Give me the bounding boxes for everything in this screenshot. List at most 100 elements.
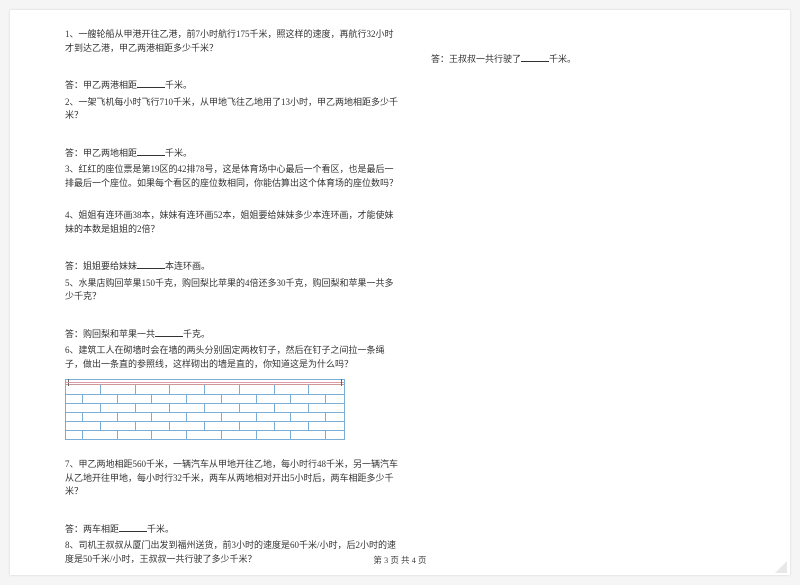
brick — [66, 431, 83, 439]
blank-field[interactable] — [137, 259, 165, 269]
a2-label: 答：甲乙两地相距 — [65, 148, 137, 158]
q2-num: 2、 — [65, 97, 79, 107]
brick-row — [66, 421, 344, 430]
question-6: 6、建筑工人在砌墙时会在墙的两头分别固定两枚钉子，然后在钉子之间拉一条绳子，做出… — [65, 344, 401, 371]
brick — [66, 404, 101, 412]
question-2: 2、一架飞机每小时飞行710千米，从甲地飞往乙地用了13小时，甲乙两地相距多少千… — [65, 96, 401, 123]
blank-field[interactable] — [155, 327, 183, 337]
brick — [222, 431, 257, 439]
brick — [326, 413, 344, 421]
brick — [257, 413, 292, 421]
blank-field[interactable] — [137, 78, 165, 88]
question-1: 1、一艘轮船从甲港开往乙港，前7小时航行175千米，照这样的速度，再航行32小时… — [65, 28, 401, 55]
wall-top-string — [66, 380, 344, 385]
brick — [152, 395, 187, 403]
answer-1: 答：甲乙两港相距 千米。 — [65, 78, 401, 93]
brick-wall-diagram — [65, 379, 401, 440]
brick — [83, 413, 118, 421]
right-column: 答：王叔叔一共行驶了 千米。 — [431, 28, 735, 523]
a8-unit: 千米。 — [549, 54, 576, 64]
answer-8: 答：王叔叔一共行驶了 千米。 — [431, 52, 735, 67]
q1-num: 1、 — [65, 29, 79, 39]
a1-label: 答：甲乙两港相距 — [65, 80, 137, 90]
q4-num: 4、 — [65, 210, 79, 220]
answer-2: 答：甲乙两地相距 千米。 — [65, 146, 401, 161]
brick — [136, 385, 171, 394]
q2-text: 一架飞机每小时飞行710千米，从甲地飞往乙地用了13小时，甲乙两地相距多少千米？ — [65, 97, 398, 121]
brick — [187, 431, 222, 439]
brick — [240, 422, 275, 430]
brick-row — [66, 430, 344, 439]
question-4: 4、姐姐有连环画38本，妹妹有连环画52本，姐姐要给妹妹多少本连环画，才能使妹妹… — [65, 209, 401, 236]
brick — [136, 404, 171, 412]
blank-field[interactable] — [119, 522, 147, 532]
question-5: 5、水果店购回苹果150千克，购回梨比苹果的4倍还多30千克，购回梨和苹果一共多… — [65, 277, 401, 304]
brick — [205, 404, 240, 412]
brick — [118, 431, 153, 439]
brick — [205, 422, 240, 430]
brick — [136, 422, 171, 430]
q3-text: 红红的座位票是第19区的42排78号，这是体育场中心最后一个看区，也是最后一排最… — [65, 164, 398, 188]
nail-right — [341, 379, 342, 386]
brick-row — [66, 385, 344, 394]
q3-num: 3、 — [65, 164, 79, 174]
string-line — [66, 382, 344, 383]
brick — [66, 385, 101, 394]
q7-num: 7、 — [65, 459, 79, 469]
brick — [170, 422, 205, 430]
blank-field[interactable] — [521, 52, 549, 62]
brick — [118, 413, 153, 421]
brick — [101, 404, 136, 412]
brick — [309, 385, 344, 394]
brick-row — [66, 403, 344, 412]
brick — [170, 404, 205, 412]
brick — [152, 413, 187, 421]
brick-row — [66, 394, 344, 403]
brick — [291, 413, 326, 421]
brick — [257, 431, 292, 439]
a2-unit: 千米。 — [165, 148, 192, 158]
brick — [118, 395, 153, 403]
q7-text: 甲乙两地相距560千米，一辆汽车从甲地开往乙地，每小时行48千米，另一辆汽车从乙… — [65, 459, 398, 496]
a8-label: 答：王叔叔一共行驶了 — [431, 54, 521, 64]
answer-7: 答：两车相距千米。 — [65, 522, 401, 537]
brick — [66, 413, 83, 421]
brick — [291, 431, 326, 439]
brick — [170, 385, 205, 394]
q5-num: 5、 — [65, 278, 79, 288]
page-footer: 第 3 页 共 4 页 — [10, 554, 790, 567]
brick — [309, 422, 344, 430]
a7-unit: 千米。 — [147, 524, 174, 534]
brick — [101, 422, 136, 430]
brick-rows — [66, 385, 344, 439]
q6-text: 建筑工人在砌墙时会在墙的两头分别固定两枚钉子，然后在钉子之间拉一条绳子，做出一条… — [65, 345, 385, 369]
brick — [152, 431, 187, 439]
answer-4: 答：姐姐要给妹妹 本连环画。 — [65, 259, 401, 274]
brick — [66, 422, 101, 430]
brick — [326, 395, 344, 403]
a5-label: 答：购回梨和苹果一共 — [65, 329, 155, 339]
brick — [240, 385, 275, 394]
q1-text: 一艘轮船从甲港开往乙港，前7小时航行175千米，照这样的速度，再航行32小时才到… — [65, 29, 394, 53]
q4-text: 姐姐有连环画38本，妹妹有连环画52本，姐姐要给妹妹多少本连环画，才能使妹妹的本… — [65, 210, 394, 234]
a1-unit: 千米。 — [165, 80, 192, 90]
brick — [275, 404, 310, 412]
two-column-layout: 1、一艘轮船从甲港开往乙港，前7小时航行175千米，照这样的速度，再航行32小时… — [65, 28, 735, 523]
question-7: 7、甲乙两地相距560千米，一辆汽车从甲地开往乙地，每小时行48千米，另一辆汽车… — [65, 458, 401, 499]
brick — [309, 404, 344, 412]
blank-field[interactable] — [137, 146, 165, 156]
brick — [222, 413, 257, 421]
left-column: 1、一艘轮船从甲港开往乙港，前7小时航行175千米，照这样的速度，再航行32小时… — [65, 28, 401, 523]
brick — [275, 422, 310, 430]
brick — [291, 395, 326, 403]
brick — [187, 413, 222, 421]
a4-label: 答：姐姐要给妹妹 — [65, 261, 137, 271]
answer-5: 答：购回梨和苹果一共 千克。 — [65, 327, 401, 342]
brick — [101, 385, 136, 394]
q8-num: 8、 — [65, 540, 79, 550]
a5-unit: 千克。 — [183, 329, 210, 339]
brick — [326, 431, 344, 439]
a4-unit: 本连环画。 — [165, 261, 210, 271]
q6-num: 6、 — [65, 345, 79, 355]
brick — [275, 385, 310, 394]
